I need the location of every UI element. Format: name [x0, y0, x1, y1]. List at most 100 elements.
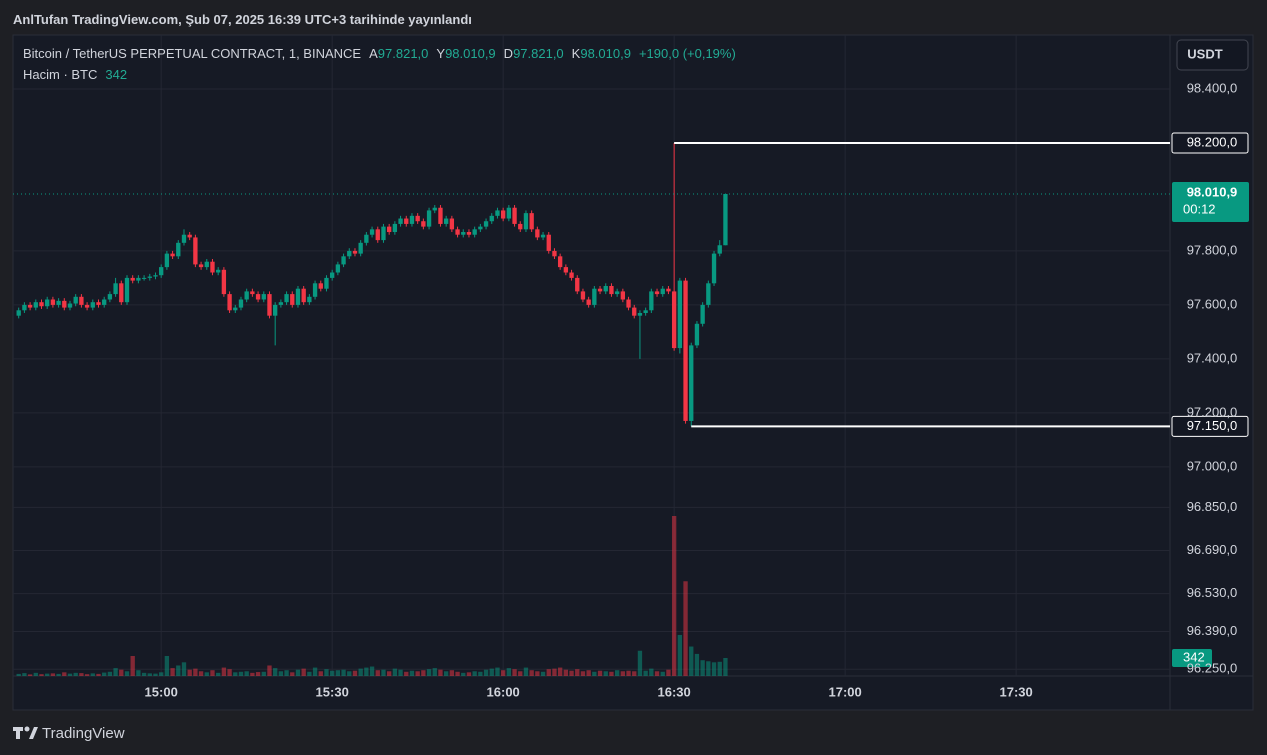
candle-body [694, 323, 700, 346]
candle-body [39, 302, 44, 307]
volume-bar [50, 673, 56, 676]
volume-bar [16, 673, 21, 676]
volume-bar [261, 671, 266, 676]
price-label: 98.200,0 [1187, 134, 1238, 149]
candle-body [449, 218, 455, 230]
candle-body [398, 218, 403, 224]
candle-body [204, 261, 209, 268]
volume-bar [153, 673, 158, 676]
volume-bar [375, 670, 380, 676]
candle-body [483, 221, 489, 227]
volume-bar [700, 660, 705, 676]
candle-body [689, 345, 694, 421]
candle-body [136, 277, 141, 281]
volume-bar [33, 672, 38, 676]
volume-bar [159, 672, 164, 676]
volume-bar [170, 668, 175, 676]
volume-bar [107, 671, 113, 676]
candle-body [130, 277, 135, 281]
candle-body [660, 288, 665, 295]
volume-bar [586, 670, 591, 676]
candle-body [472, 229, 477, 235]
volume-bar [677, 634, 683, 676]
candle-body [683, 280, 688, 421]
candle-body [238, 299, 244, 308]
volume-bar [443, 671, 449, 676]
volume-bar [557, 667, 563, 676]
volume-bar [312, 667, 318, 676]
candle-body [107, 294, 113, 300]
candle-body [649, 291, 654, 311]
candle-body [290, 294, 295, 305]
volume-legend: Hacim · BTC 342 [23, 67, 129, 82]
candle-body [33, 302, 38, 308]
candle-body [250, 291, 255, 295]
volume-bar [147, 673, 152, 676]
volume-bar [614, 670, 620, 676]
legend-value: 98.010,9 [580, 46, 631, 61]
candle-body [506, 207, 512, 219]
legend-value: 97.821,0 [513, 46, 564, 61]
volume-bar [461, 672, 466, 676]
candle-body [318, 283, 323, 289]
volume-bar [193, 668, 198, 676]
candle-body [153, 275, 158, 277]
candle-body [415, 215, 420, 222]
volume-bar [27, 674, 33, 676]
volume-bar [204, 672, 209, 676]
volume-bar [176, 665, 181, 676]
candle-body [518, 223, 523, 230]
legend-label: D [503, 46, 514, 61]
volume-bar [216, 672, 221, 676]
candle-body [671, 291, 677, 349]
legend: Bitcoin / TetherUS PERPETUAL CONTRACT, 1… [23, 46, 738, 61]
brand: TradingView [42, 725, 125, 742]
candle-body [369, 229, 375, 235]
candle-body [404, 218, 409, 224]
candle-body [529, 213, 534, 230]
volume-bar [694, 653, 700, 676]
volume-bar [626, 670, 631, 676]
x-tick-label: 15:00 [145, 684, 178, 699]
volume-bar [22, 673, 27, 676]
volume-bar [141, 672, 147, 676]
candle-body [626, 299, 631, 308]
candle-body [221, 269, 227, 295]
volume-bar [506, 668, 512, 676]
volume-bar [569, 670, 574, 676]
candle-body [124, 277, 130, 303]
symbol: Bitcoin / TetherUS PERPETUAL CONTRACT, 1… [23, 46, 362, 61]
volume-bar [238, 671, 244, 676]
volume-bar [466, 672, 472, 676]
candle-body [352, 250, 358, 254]
volume-bar [518, 671, 523, 676]
candle-body [512, 207, 517, 224]
candle-body [375, 229, 380, 241]
candle-body [421, 221, 426, 227]
volume-bar [449, 670, 455, 676]
volume-bar [637, 650, 643, 676]
y-tick-label: 97.200,0 [1187, 404, 1238, 419]
volume-bar [284, 670, 289, 676]
candle-body [614, 291, 620, 295]
volume-bar [233, 672, 238, 676]
candle-body [392, 223, 398, 233]
volume-bar [592, 671, 597, 676]
candle-body [700, 304, 705, 324]
volume-bar [227, 669, 232, 676]
candle-body [466, 232, 472, 235]
last-price-box [1172, 181, 1249, 222]
volume-bar [181, 662, 187, 676]
volume-bar [689, 646, 694, 676]
currency[interactable]: USDT [1187, 46, 1222, 61]
candle-body [495, 210, 500, 216]
candle-body [364, 234, 369, 243]
chart-panel [12, 34, 1254, 711]
currency-button[interactable] [1176, 39, 1249, 71]
legend-label: Y [436, 46, 446, 61]
volume-bar [472, 671, 477, 676]
countdown: 00:12 [1183, 201, 1216, 216]
volume-bar [347, 671, 352, 676]
volume-bar [432, 668, 437, 676]
